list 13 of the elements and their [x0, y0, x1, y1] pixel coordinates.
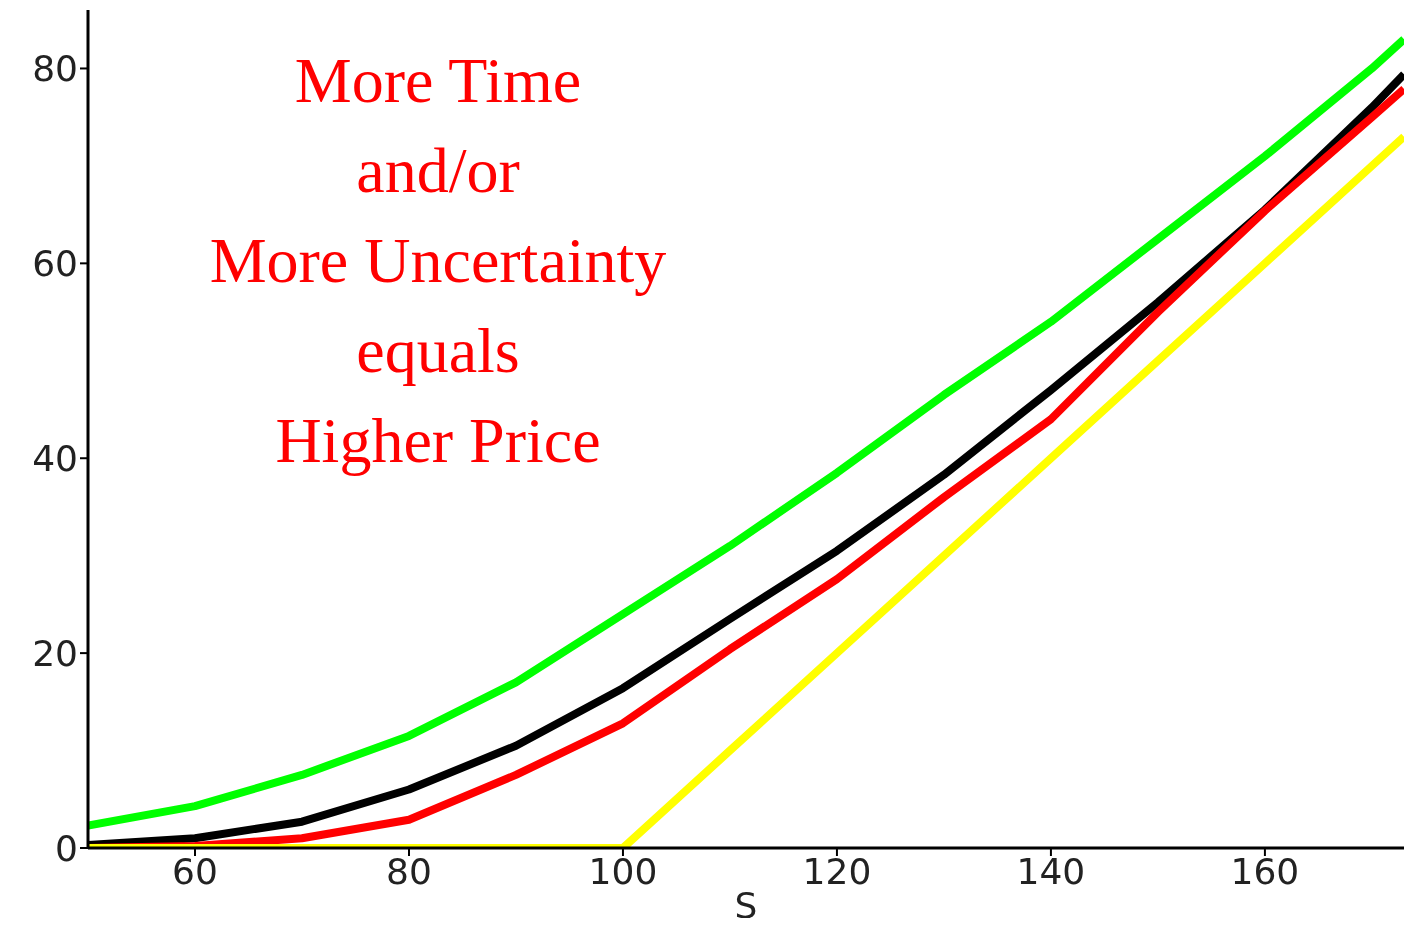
- annotation: More Time and/or More Uncertainty equals Higher Price: [208, 44, 668, 478]
- y-tick-label: 0: [55, 827, 78, 869]
- y-tick-label: 80: [32, 48, 78, 90]
- y-tick-label: 40: [32, 438, 78, 480]
- y-tick-label: 60: [32, 243, 78, 285]
- x-axis-title: S: [734, 885, 758, 925]
- x-tick-label: 60: [172, 850, 218, 892]
- x-tick-label: 120: [802, 850, 872, 892]
- x-tick-label: 100: [588, 850, 658, 892]
- x-tick-label: 140: [1016, 850, 1086, 892]
- x-tick-label: 160: [1230, 850, 1300, 892]
- x-tick-label: 80: [386, 850, 432, 892]
- y-tick-label: 20: [32, 632, 78, 674]
